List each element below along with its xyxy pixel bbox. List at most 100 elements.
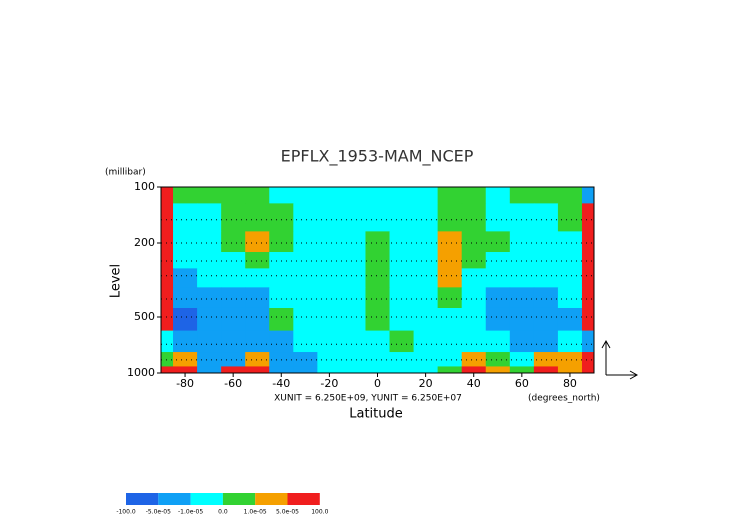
contour-cell [413,203,439,232]
contour-cell [221,287,246,309]
contour-cell [161,330,174,353]
contour-cell [533,203,559,232]
contour-cell [461,268,487,288]
contour-cell [581,268,595,288]
contour-cell [269,231,294,253]
contour-cell [317,287,342,309]
contour-cell [221,252,246,269]
contour-cell [293,287,318,309]
x-tick-label: 60 [515,377,529,390]
colorbar-label: 5.0e-05 [276,509,299,516]
contour-cell [245,307,270,332]
contour-cell [389,187,415,204]
contour-cell [461,287,487,309]
contour-cell [221,231,246,253]
contour-cell [173,203,198,232]
contour-cell [437,268,463,288]
contour-cell [245,203,270,232]
contour-cell [173,307,198,332]
contour-cell [533,231,559,253]
contour-cell [245,330,270,353]
contour-cell [341,252,366,269]
contour-cell [317,268,342,288]
contour-cell [197,187,222,204]
contour-cell [341,187,366,204]
contour-cell [461,366,487,374]
contour-cell [197,287,222,309]
contour-cell [437,187,463,204]
colorbar-label: -1.0e-05 [178,509,203,516]
contour-cell [581,330,595,353]
colorbar-swatch [255,493,288,505]
contour-cell [437,252,463,269]
y-unit-label: (millibar) [105,168,146,178]
contour-cell [341,203,366,232]
contour-cell [161,231,174,253]
contour-cell [557,307,583,332]
contour-cell [269,366,294,374]
contour-cell [437,307,463,332]
contour-cell [269,287,294,309]
contour-cell [485,307,511,332]
contour-cell [221,268,246,288]
contour-cell [557,330,583,353]
contour-cell [389,231,415,253]
colorbar-swatch [190,493,223,505]
contour-cell [389,366,415,374]
y-axis-label: Level [109,264,124,298]
contour-cell [581,252,595,269]
contour-cell [293,231,318,253]
contour-cell [461,330,487,353]
contour-cell [341,268,366,288]
contour-cell [365,352,391,367]
contour-cell [245,366,270,374]
contour-cell [245,352,270,367]
vector-scale-note: XUNIT = 6.250E+09, YUNIT = 6.250E+07 [274,394,462,404]
contour-cell [173,287,198,309]
colorbar-swatch [222,493,256,505]
contour-cell [581,231,595,253]
contour-cell [341,366,366,374]
contour-cell [173,187,198,204]
x-tick-label: 40 [467,377,481,390]
contour-cell [245,287,270,309]
contour-cell [509,330,535,353]
contour-cell [533,252,559,269]
contour-cell [269,307,294,332]
contour-cell [293,268,318,288]
contour-cell [461,252,487,269]
contour-cell [317,203,342,232]
x-tick-label: 80 [563,377,577,390]
contour-cell [509,231,535,253]
x-tick-label: 0 [374,377,381,390]
x-tick-label: -20 [320,377,338,390]
contour-cell [245,268,270,288]
contour-cell [197,366,222,374]
contour-cell [557,231,583,253]
contour-cell [221,203,246,232]
contour-cell [533,187,559,204]
contour-cell [389,330,415,353]
contour-cell [557,203,583,232]
contour-cell [293,330,318,353]
colorbar-swatch [158,493,191,505]
contour-cell [413,287,439,309]
contour-cell [413,352,439,367]
contour-cell [413,252,439,269]
contour-cell [197,252,222,269]
contour-cell [365,203,391,232]
contour-cell [413,187,439,204]
contour-cell [341,307,366,332]
contour-cell [197,231,222,253]
chart-title: EPFLX_1953-MAM_NCEP [281,147,474,167]
contour-cell [461,307,487,332]
contour-cell [341,231,366,253]
contour-cell [557,268,583,288]
contour-cell [389,307,415,332]
contour-cell [461,352,487,367]
contour-cell [365,187,391,204]
contour-cell [293,203,318,232]
contour-cell [173,366,198,374]
contour-cell [317,307,342,332]
contour-cell [509,352,535,367]
